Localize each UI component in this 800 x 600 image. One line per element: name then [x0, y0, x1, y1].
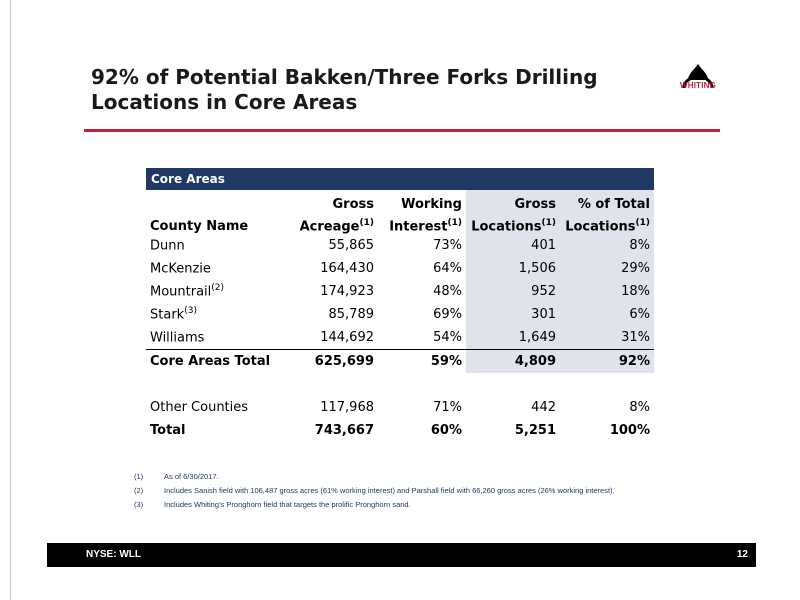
grand-total-row: Total 743,667 60% 5,251 100%: [146, 419, 654, 442]
locations-cell: 442: [531, 400, 556, 415]
footnote: (1) As of 6/30/2017.: [134, 472, 219, 481]
col-header-locations: Locations(1): [466, 212, 560, 234]
footnote: (3) Includes Whiting’s Pronghorn field th…: [134, 500, 411, 509]
locations-cell: 1,649: [466, 326, 560, 350]
locations-cell: 5,251: [514, 423, 556, 438]
interest-cell: 48%: [433, 284, 462, 299]
pct-cell: 6%: [560, 303, 654, 326]
slide-title: 92% of Potential Bakken/Three Forks Dril…: [91, 65, 598, 114]
footnote: (2) Includes Sanish field with 106,487 gr…: [134, 486, 615, 495]
title-underline: [84, 129, 720, 132]
acreage-cell: 55,865: [328, 238, 375, 253]
pct-cell: 31%: [560, 326, 654, 350]
interest-cell: 54%: [433, 330, 462, 345]
acreage-cell: 164,430: [320, 261, 374, 276]
table-row: Mountrail(2) 174,923 48% 952 18%: [146, 280, 654, 303]
acreage-cell: 174,923: [320, 284, 374, 299]
table-section-header: Core Areas: [146, 168, 654, 190]
interest-cell: 64%: [433, 261, 462, 276]
ticker-label: NYSE: WLL: [86, 549, 141, 560]
col-header-pct: Locations(1): [560, 212, 654, 234]
interest-cell: 69%: [433, 307, 462, 322]
col-header-interest: Interest(1): [389, 217, 462, 234]
county-cell: Total: [150, 423, 186, 438]
table-header-row: County Name Gross Working Gross % of Tot…: [146, 190, 654, 234]
table-row: Dunn 55,865 73% 401 8%: [146, 234, 654, 257]
whiting-logo: WHITING: [672, 60, 724, 100]
drop-logo-icon: [682, 61, 714, 89]
interest-cell: 71%: [433, 400, 462, 415]
col-header-county: County Name: [150, 219, 249, 234]
pct-cell: 92%: [560, 349, 654, 373]
spacer-row: [146, 373, 654, 396]
col-header-locations-top: Gross: [466, 190, 560, 212]
col-header-acreage-top: Gross: [332, 197, 375, 212]
col-header-acreage: Acreage(1): [299, 217, 374, 234]
county-cell: Mountrail(2): [150, 283, 225, 300]
core-areas-table: Core Areas County Name Gross Working Gro…: [146, 168, 654, 442]
col-header-interest-top: Working: [401, 197, 462, 212]
other-counties-row: Other Counties 117,968 71% 442 8%: [146, 396, 654, 419]
acreage-cell: 625,699: [286, 349, 378, 373]
interest-cell: 60%: [430, 423, 462, 438]
footnotes: (1) As of 6/30/2017. (2) Includes Sanish f…: [134, 472, 694, 514]
locations-cell: 401: [466, 234, 560, 257]
col-header-pct-top: % of Total: [560, 190, 654, 212]
table-row: Stark(3) 85,789 69% 301 6%: [146, 303, 654, 326]
pct-cell: 8%: [560, 234, 654, 257]
locations-cell: 952: [466, 280, 560, 303]
left-margin-rule: [10, 0, 11, 600]
county-cell: Dunn: [150, 238, 185, 254]
acreage-cell: 85,789: [328, 307, 375, 322]
county-cell: Williams: [150, 330, 205, 346]
interest-cell: 59%: [378, 349, 466, 373]
page-number: 12: [736, 549, 748, 560]
county-cell: Core Areas Total: [146, 349, 286, 373]
table-row: McKenzie 164,430 64% 1,506 29%: [146, 257, 654, 280]
footer-bar: NYSE: WLL 12: [47, 543, 756, 567]
acreage-cell: 117,968: [320, 400, 374, 415]
interest-cell: 73%: [433, 238, 462, 253]
table-row: Williams 144,692 54% 1,649 31%: [146, 326, 654, 350]
acreage-cell: 743,667: [314, 423, 374, 438]
locations-cell: 301: [466, 303, 560, 326]
pct-cell: 18%: [560, 280, 654, 303]
pct-cell: 29%: [560, 257, 654, 280]
locations-cell: 1,506: [466, 257, 560, 280]
core-total-row: Core Areas Total 625,699 59% 4,809 92%: [146, 349, 654, 373]
pct-cell: 8%: [629, 400, 650, 415]
county-cell: Stark(3): [150, 306, 197, 323]
county-cell: Other Counties: [150, 400, 249, 415]
locations-cell: 4,809: [466, 349, 560, 373]
acreage-cell: 144,692: [320, 330, 374, 345]
county-cell: McKenzie: [150, 261, 211, 277]
pct-cell: 100%: [609, 423, 650, 438]
logo-wordmark: WHITING: [679, 81, 717, 90]
